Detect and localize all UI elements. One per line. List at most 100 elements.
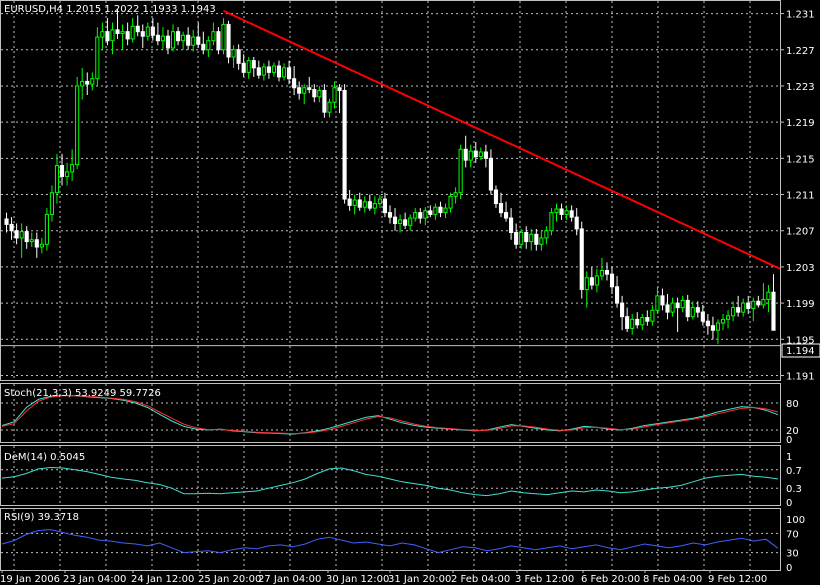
- candle-body[interactable]: [14, 230, 19, 239]
- candle-body[interactable]: [90, 78, 95, 85]
- candle-body[interactable]: [221, 23, 226, 51]
- candle-body[interactable]: [675, 302, 680, 309]
- candle-body[interactable]: [105, 31, 110, 42]
- candle-body[interactable]: [44, 213, 49, 245]
- candle-body[interactable]: [236, 49, 241, 64]
- candle-body[interactable]: [176, 31, 181, 42]
- candle-body[interactable]: [665, 304, 670, 313]
- candle-body[interactable]: [670, 302, 675, 313]
- candle-body[interactable]: [584, 277, 589, 291]
- candle-body[interactable]: [720, 318, 726, 324]
- candle-body[interactable]: [630, 318, 635, 329]
- candle-body[interactable]: [463, 148, 468, 161]
- candle-body[interactable]: [680, 299, 685, 309]
- candle-body[interactable]: [29, 239, 34, 243]
- candle-body[interactable]: [196, 36, 201, 45]
- candle-body[interactable]: [241, 62, 246, 73]
- candle-body[interactable]: [529, 233, 534, 243]
- candle-body[interactable]: [428, 210, 433, 215]
- candle-body[interactable]: [771, 291, 776, 331]
- candle-body[interactable]: [453, 192, 458, 197]
- candle-body[interactable]: [423, 210, 428, 219]
- candle-body[interactable]: [493, 189, 499, 205]
- candle-body[interactable]: [746, 302, 751, 310]
- candle-body[interactable]: [715, 322, 721, 331]
- candle-body[interactable]: [276, 65, 282, 78]
- candle-body[interactable]: [266, 66, 271, 73]
- candle-body[interactable]: [589, 277, 594, 286]
- candle-body[interactable]: [519, 232, 524, 245]
- candle-body[interactable]: [302, 87, 307, 94]
- candle-body[interactable]: [186, 34, 191, 46]
- candle-body[interactable]: [246, 60, 251, 73]
- candle-body[interactable]: [54, 165, 60, 194]
- candle-body[interactable]: [281, 67, 287, 78]
- candle-body[interactable]: [24, 231, 29, 243]
- candle-body[interactable]: [392, 216, 398, 224]
- candle-body[interactable]: [85, 80, 90, 85]
- candle-body[interactable]: [170, 31, 176, 49]
- candle-body[interactable]: [120, 31, 125, 34]
- candle-body[interactable]: [216, 31, 221, 51]
- candle-body[interactable]: [312, 89, 317, 98]
- candle-body[interactable]: [70, 164, 75, 173]
- candle-body[interactable]: [418, 212, 423, 219]
- candle-body[interactable]: [438, 206, 443, 214]
- candle-body[interactable]: [342, 89, 347, 200]
- candle-body[interactable]: [660, 295, 665, 306]
- candle-body[interactable]: [125, 31, 130, 40]
- candle-body[interactable]: [181, 34, 186, 42]
- candle-body[interactable]: [468, 150, 473, 161]
- candle-body[interactable]: [544, 230, 549, 239]
- candle-body[interactable]: [710, 325, 715, 331]
- candle-body[interactable]: [685, 299, 690, 318]
- candle-body[interactable]: [39, 243, 44, 248]
- candle-body[interactable]: [65, 171, 70, 177]
- candle-body[interactable]: [483, 151, 488, 159]
- candle-body[interactable]: [478, 151, 483, 158]
- candle-body[interactable]: [599, 270, 604, 277]
- candle-body[interactable]: [115, 29, 120, 34]
- candle-body[interactable]: [705, 320, 710, 327]
- candle-body[interactable]: [403, 219, 408, 226]
- candle-body[interactable]: [559, 208, 564, 215]
- candle-body[interactable]: [75, 85, 80, 166]
- candle-body[interactable]: [206, 40, 211, 51]
- candle-body[interactable]: [357, 199, 362, 208]
- candle-body[interactable]: [539, 237, 544, 245]
- candle-body[interactable]: [287, 67, 292, 80]
- candle-body[interactable]: [655, 295, 660, 311]
- candle-body[interactable]: [297, 87, 302, 94]
- candle-body[interactable]: [9, 223, 14, 232]
- candle-body[interactable]: [574, 216, 579, 230]
- candle-body[interactable]: [408, 217, 413, 226]
- candle-body[interactable]: [80, 80, 85, 87]
- candle-body[interactable]: [458, 148, 463, 194]
- candle-body[interactable]: [155, 34, 160, 42]
- candle-body[interactable]: [347, 198, 352, 206]
- candle-body[interactable]: [579, 228, 584, 291]
- candle-body[interactable]: [382, 198, 388, 214]
- candle-body[interactable]: [327, 101, 332, 113]
- candle-body[interactable]: [251, 60, 256, 69]
- candle-body[interactable]: [140, 31, 145, 37]
- candle-body[interactable]: [367, 201, 372, 209]
- candle-body[interactable]: [337, 87, 342, 91]
- candle-body[interactable]: [604, 270, 610, 275]
- candle-body[interactable]: [645, 317, 650, 322]
- candle-body[interactable]: [256, 67, 261, 76]
- candle-body[interactable]: [766, 291, 771, 300]
- candle-body[interactable]: [594, 275, 599, 286]
- candle-body[interactable]: [150, 26, 155, 36]
- candle-body[interactable]: [741, 302, 746, 313]
- candle-body[interactable]: [640, 317, 645, 326]
- candle-body[interactable]: [413, 212, 418, 219]
- candle-body[interactable]: [211, 31, 216, 42]
- candle-body[interactable]: [130, 25, 135, 40]
- candle-body[interactable]: [59, 165, 65, 177]
- candle-body[interactable]: [332, 87, 337, 103]
- candle-body[interactable]: [609, 273, 615, 288]
- candle-body[interactable]: [271, 65, 277, 73]
- candle-body[interactable]: [433, 206, 438, 215]
- candle-body[interactable]: [564, 210, 569, 215]
